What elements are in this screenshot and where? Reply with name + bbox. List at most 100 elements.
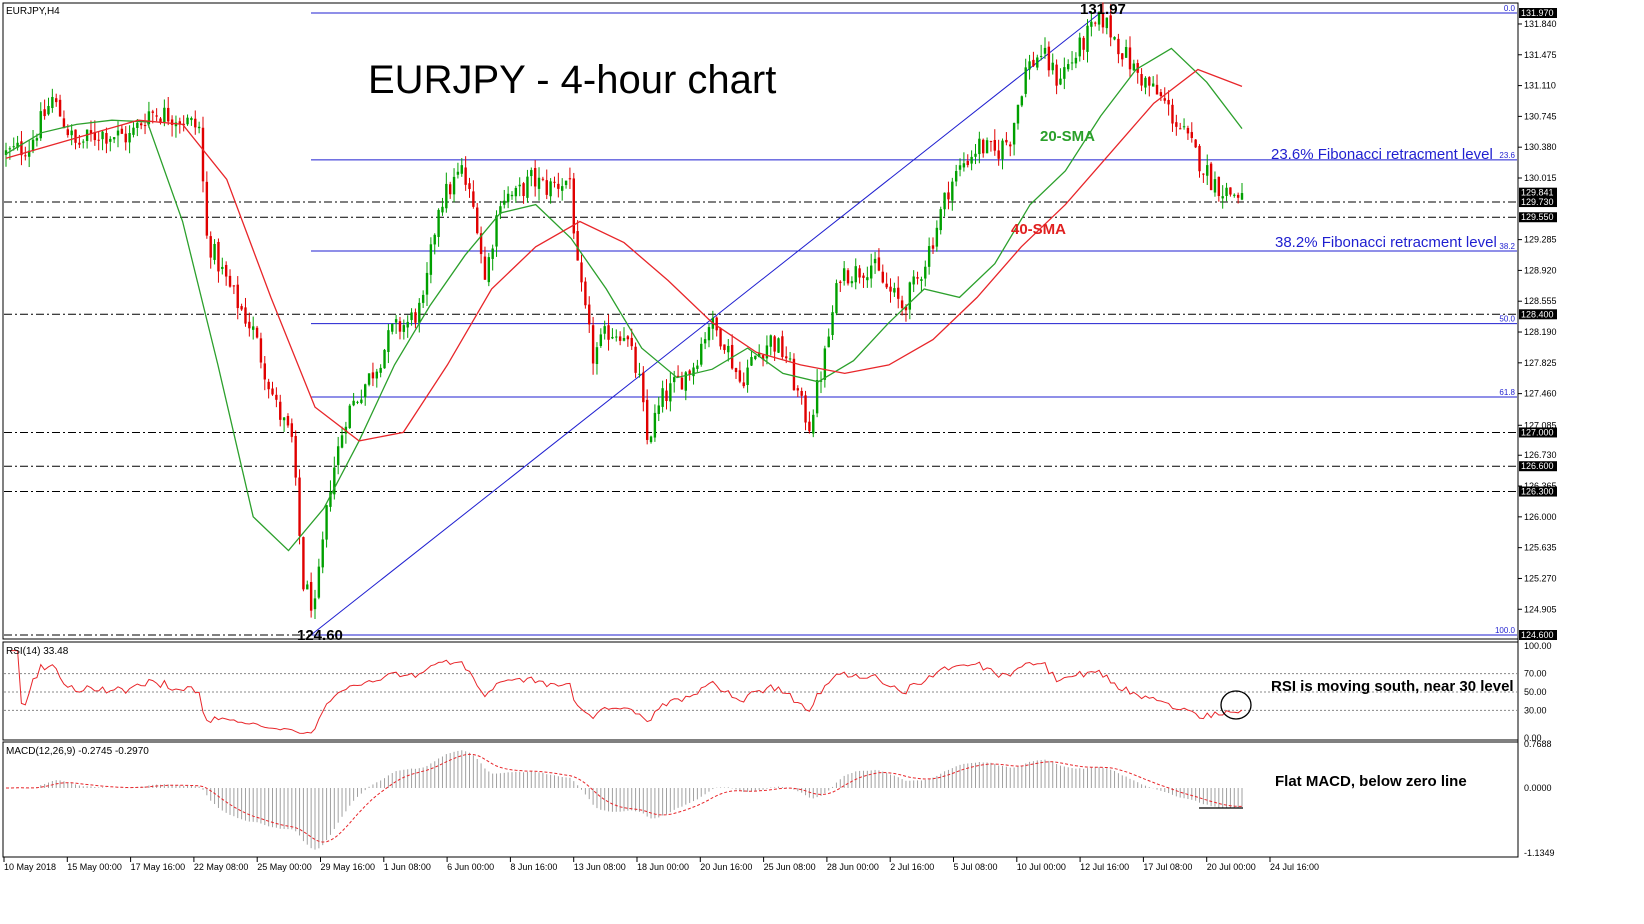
candle-body xyxy=(564,180,568,186)
rsi-tick-label: 100.00 xyxy=(1524,641,1552,651)
candle-body xyxy=(313,598,317,610)
candle-body xyxy=(147,111,151,125)
candle-body xyxy=(12,146,15,148)
candle-body xyxy=(591,325,595,364)
candle-body xyxy=(561,186,564,191)
candle-body xyxy=(1148,77,1151,86)
candle-body xyxy=(4,150,8,155)
candle-body xyxy=(676,375,680,378)
candle-body xyxy=(634,346,637,373)
price-highlight-label: 126.600 xyxy=(1521,461,1554,471)
candle-body xyxy=(580,262,583,283)
candle-body xyxy=(66,129,69,136)
candle-body xyxy=(599,334,603,346)
candle-body xyxy=(217,241,220,272)
candle-body xyxy=(549,181,552,197)
candle-body xyxy=(476,207,479,234)
horizontal-levels xyxy=(4,201,1517,636)
candle-body xyxy=(309,582,313,611)
candle-body xyxy=(464,167,467,185)
candle-body xyxy=(1194,139,1197,148)
candle-body xyxy=(954,171,958,182)
candle-body xyxy=(1124,47,1128,58)
price-tick-label: 130.015 xyxy=(1524,173,1557,183)
candle-body xyxy=(526,176,529,198)
candle-body xyxy=(1132,63,1136,71)
candle-body xyxy=(97,139,100,141)
candle-body xyxy=(151,111,154,113)
fib-level-label: 100.0 xyxy=(1495,626,1516,635)
candle-body xyxy=(282,417,286,421)
candle-body xyxy=(460,165,463,174)
candle-body xyxy=(557,183,560,189)
price-highlight-label: 127.000 xyxy=(1521,427,1554,437)
rsi-tick-label: 70.00 xyxy=(1524,669,1547,679)
fibonacci-lines: 0.0 23.6 38.2 50.0 61.8 100.0 xyxy=(310,4,1517,636)
candle-body xyxy=(649,436,653,443)
candle-body xyxy=(468,183,471,190)
candle-body xyxy=(788,358,792,360)
price-highlight-label: 129.550 xyxy=(1521,212,1554,222)
candle-body xyxy=(1221,196,1224,199)
candle-body xyxy=(572,178,575,234)
candle-body xyxy=(754,355,757,359)
price-tick-label: 130.745 xyxy=(1524,111,1557,121)
candle-body xyxy=(1024,67,1027,94)
rsi-title: RSI(14) 33.48 xyxy=(6,646,69,657)
time-tick-label: 10 Jul 00:00 xyxy=(1017,862,1066,872)
candle-body xyxy=(1078,37,1081,57)
candle-body xyxy=(603,326,606,334)
candle-body xyxy=(889,286,892,292)
price-highlight-box xyxy=(1519,486,1557,497)
candle-body xyxy=(835,283,838,314)
candle-body xyxy=(325,505,328,540)
time-tick-label: 8 Jun 16:00 xyxy=(510,862,557,872)
macd-tick-label: 0.7688 xyxy=(1524,739,1552,749)
moving-averages xyxy=(5,47,1243,552)
candle-body xyxy=(224,264,228,277)
macd-note: Flat MACD, below zero line xyxy=(1275,773,1467,790)
candle-body xyxy=(1198,145,1201,172)
time-tick-label: 5 Jul 08:00 xyxy=(954,862,998,872)
candle-body xyxy=(1090,21,1093,27)
candle-body xyxy=(595,347,599,365)
candle-body xyxy=(201,127,205,182)
candle-body xyxy=(1009,144,1012,147)
price-highlight-box xyxy=(1519,187,1557,198)
price-highlight-box xyxy=(1519,461,1557,472)
candle-body xyxy=(893,288,896,293)
time-tick-label: 20 Jul 00:00 xyxy=(1207,862,1256,872)
candle-body xyxy=(495,215,498,247)
price-tick-label: 126.365 xyxy=(1524,481,1557,491)
candle-body xyxy=(1086,25,1089,52)
candle-body xyxy=(306,584,309,590)
candle-body xyxy=(958,165,962,170)
candle-body xyxy=(425,272,429,295)
candle-body xyxy=(178,121,182,124)
candle-body xyxy=(1005,139,1008,143)
candle-body xyxy=(387,330,390,352)
candle-body xyxy=(618,336,622,341)
candle-body xyxy=(989,141,993,143)
candle-body xyxy=(761,355,765,360)
candle-body xyxy=(414,312,417,323)
candle-body xyxy=(132,127,135,135)
candle-body xyxy=(1233,194,1236,196)
price-highlight-box xyxy=(1519,8,1557,18)
candle-body xyxy=(1175,122,1178,127)
candle-body xyxy=(499,206,502,214)
candle-body xyxy=(1163,98,1166,101)
candle-body xyxy=(58,99,62,117)
candle-body xyxy=(340,435,344,448)
candle-body xyxy=(707,327,711,341)
candle-body xyxy=(545,180,548,195)
candle-body xyxy=(244,307,247,324)
candle-body xyxy=(31,139,35,152)
candle-body xyxy=(1055,64,1058,86)
price-tick-label: 131.475 xyxy=(1524,50,1557,60)
candle-body xyxy=(232,285,236,287)
price-highlight-label: 126.300 xyxy=(1521,487,1554,497)
candle-body xyxy=(263,363,266,380)
candle-body xyxy=(1001,140,1004,160)
